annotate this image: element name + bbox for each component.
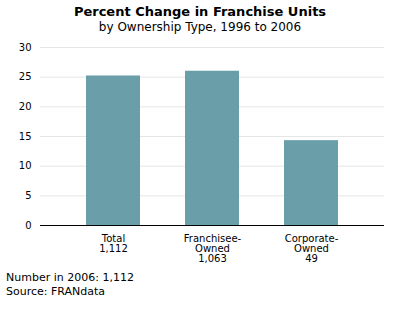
svg-text:25: 25 (19, 71, 32, 82)
svg-text:Corporate-Owned49: Corporate-Owned49 (285, 233, 339, 264)
html-text:Percent Change in Franchise Un: Percent Change in Franchise Units (73, 4, 327, 19)
svg-text:10: 10 (19, 160, 32, 171)
svg-text:30: 30 (19, 42, 32, 53)
svg-text:0: 0 (25, 220, 31, 231)
html-text:Source: FRANdata: Source: FRANdata (6, 285, 105, 298)
svg-text:Total1,112: Total1,112 (99, 233, 128, 254)
html-text:by Ownership Type, 1996 to 200: by Ownership Type, 1996 to 2006 (98, 20, 302, 34)
svg-text:20: 20 (19, 101, 32, 112)
html-text:Number in 2006: 1,112: Number in 2006: 1,112 (6, 271, 134, 284)
svg-text:5: 5 (25, 190, 31, 201)
svg-text:15: 15 (19, 131, 32, 142)
svg-text:Franchisee-Owned1,063: Franchisee-Owned1,063 (184, 233, 242, 264)
